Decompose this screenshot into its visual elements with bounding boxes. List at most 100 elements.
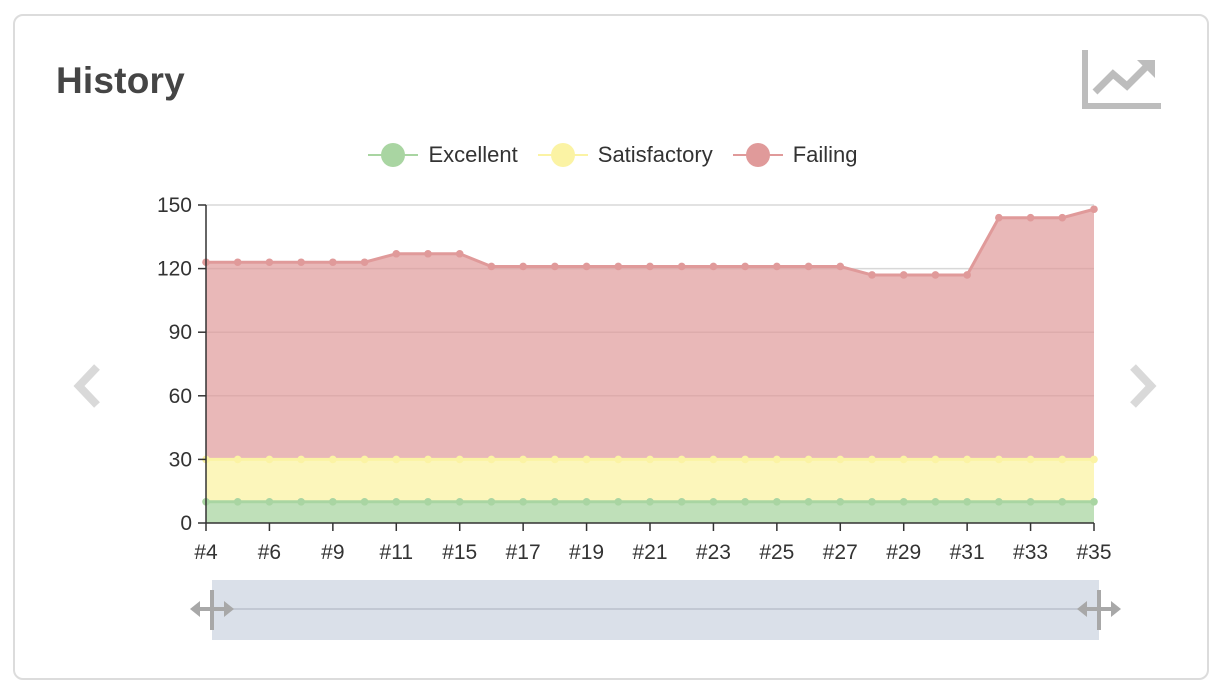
zoom-slider[interactable] <box>212 580 1099 640</box>
line-chart-icon[interactable] <box>1081 48 1163 110</box>
zoom-handle-left-icon[interactable] <box>190 590 234 630</box>
data-point-satisfactory <box>773 455 781 464</box>
y-tick-label: 0 <box>180 512 192 535</box>
data-point-satisfactory <box>899 455 908 464</box>
data-point-failing <box>519 262 527 271</box>
data-point-satisfactory <box>709 455 718 464</box>
chevron-right-icon[interactable] <box>1123 361 1163 411</box>
data-point-satisfactory <box>582 455 591 464</box>
data-point-excellent <box>741 498 749 506</box>
data-point-failing <box>773 262 781 271</box>
data-point-satisfactory <box>963 455 971 464</box>
data-point-excellent <box>899 498 908 506</box>
data-point-failing <box>1058 213 1067 222</box>
data-point-failing <box>836 262 845 271</box>
handle-arrow-left <box>1077 601 1087 617</box>
data-point-satisfactory <box>329 455 337 464</box>
data-point-excellent <box>709 498 718 506</box>
chevron-left-icon[interactable] <box>67 361 107 411</box>
data-point-satisfactory <box>455 455 464 464</box>
data-point-excellent <box>1090 498 1098 506</box>
data-point-failing <box>297 258 305 267</box>
data-point-excellent <box>836 498 845 506</box>
data-point-satisfactory <box>297 455 305 464</box>
data-point-failing <box>424 249 432 258</box>
legend-label-excellent: Excellent <box>428 142 518 167</box>
data-point-excellent <box>804 498 813 506</box>
legend-item-failing[interactable]: Failing <box>732 142 858 168</box>
legend-marker-failing <box>732 143 783 167</box>
data-point-satisfactory <box>392 455 401 464</box>
data-point-failing <box>995 213 1003 222</box>
data-point-satisfactory <box>836 455 845 464</box>
data-point-failing <box>455 249 464 258</box>
data-point-excellent <box>1026 498 1035 506</box>
data-point-excellent <box>233 498 242 506</box>
x-tick-label: #17 <box>506 541 541 564</box>
data-point-satisfactory <box>931 455 940 464</box>
data-point-failing <box>963 271 971 279</box>
data-point-excellent <box>646 498 654 506</box>
y-tick-label: 30 <box>169 448 192 471</box>
data-point-failing <box>899 271 908 279</box>
data-point-failing <box>1090 205 1098 214</box>
y-tick-label: 60 <box>169 385 192 408</box>
data-point-satisfactory <box>487 455 496 464</box>
y-tick-label: 150 <box>157 194 192 217</box>
data-point-excellent <box>868 498 876 506</box>
zoom-handle-right-icon[interactable] <box>1077 590 1121 630</box>
data-point-failing <box>392 249 401 258</box>
x-tick-label: #19 <box>569 541 604 564</box>
legend-item-satisfactory[interactable]: Satisfactory <box>537 142 713 168</box>
data-point-excellent <box>963 498 971 506</box>
x-tick-label: #6 <box>258 541 281 564</box>
data-point-satisfactory <box>424 455 432 464</box>
data-point-failing <box>265 258 274 267</box>
area-satisfactory <box>206 459 1094 502</box>
legend-marker-satisfactory <box>537 143 588 167</box>
data-point-excellent <box>329 498 337 506</box>
data-point-failing <box>614 262 623 271</box>
data-point-satisfactory <box>868 455 876 464</box>
data-point-excellent <box>773 498 781 506</box>
data-point-excellent <box>1058 498 1067 506</box>
data-point-satisfactory <box>995 455 1003 464</box>
data-point-satisfactory <box>677 455 686 464</box>
data-point-failing <box>646 262 654 271</box>
data-point-failing <box>582 262 591 271</box>
data-point-excellent <box>582 498 591 506</box>
data-point-failing <box>931 271 940 279</box>
x-tick-label: #29 <box>886 541 921 564</box>
x-tick-label: #25 <box>759 541 794 564</box>
data-point-excellent <box>551 498 559 506</box>
data-point-failing <box>360 258 369 267</box>
y-tick-label: 120 <box>157 258 192 281</box>
data-point-failing <box>551 262 559 271</box>
data-point-excellent <box>455 498 464 506</box>
y-tick-label: 90 <box>169 321 192 344</box>
legend-item-excellent[interactable]: Excellent <box>368 142 518 168</box>
data-point-excellent <box>392 498 401 506</box>
data-point-failing <box>329 258 337 267</box>
legend-label-satisfactory: Satisfactory <box>597 142 713 167</box>
x-tick-label: #21 <box>632 541 667 564</box>
data-point-excellent <box>265 498 274 506</box>
area-excellent <box>206 501 1094 523</box>
data-point-failing <box>709 262 718 271</box>
handle-arrow-left <box>190 601 200 617</box>
x-tick-label: #15 <box>442 541 477 564</box>
data-point-failing <box>1026 213 1035 222</box>
data-point-failing <box>868 271 876 279</box>
chart-legend: Excellent Satisfactory Failing <box>15 140 1211 170</box>
handle-arrow-right <box>224 601 234 617</box>
data-point-excellent <box>519 498 527 506</box>
x-tick-label: #31 <box>950 541 985 564</box>
data-point-satisfactory <box>741 455 749 464</box>
data-point-excellent <box>487 498 496 506</box>
data-point-excellent <box>995 498 1003 506</box>
panel-title: History <box>56 60 185 101</box>
x-tick-label: #27 <box>823 541 858 564</box>
x-tick-label: #23 <box>696 541 731 564</box>
data-point-excellent <box>297 498 305 506</box>
